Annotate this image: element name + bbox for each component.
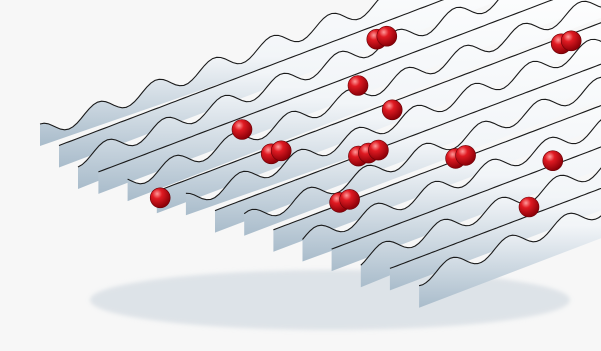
surface-ridge-fill bbox=[302, 119, 601, 262]
surface-ridge-line bbox=[214, 63, 601, 212]
atom-sphere bbox=[542, 150, 564, 171]
surface-ridge-fill bbox=[156, 22, 601, 214]
atom-sphere bbox=[518, 196, 540, 218]
surface-ridge-fill bbox=[127, 1, 601, 202]
surface-ridge-line bbox=[98, 0, 554, 173]
surface-ridge-line bbox=[418, 212, 601, 287]
surface-ridge-line bbox=[127, 0, 601, 185]
surface-ridge-fill bbox=[331, 146, 601, 272]
atom-sphere bbox=[149, 187, 171, 209]
atom-sphere bbox=[376, 25, 398, 47]
surface-ridge-line bbox=[360, 167, 601, 266]
surface-shadow bbox=[90, 270, 570, 330]
surface-ridge-fill bbox=[185, 39, 601, 216]
atom-sphere bbox=[368, 139, 389, 161]
surface-ridge-line bbox=[302, 119, 601, 240]
atom-sphere bbox=[455, 145, 476, 166]
atom-sphere bbox=[347, 75, 369, 96]
atom-sphere bbox=[231, 119, 253, 140]
surface-ridge-line bbox=[58, 0, 445, 147]
surface-ridge-fill bbox=[419, 213, 601, 308]
surface-ridge-line bbox=[243, 76, 601, 217]
surface-ridge-line bbox=[185, 38, 601, 201]
atom-sphere bbox=[560, 30, 582, 52]
atom-sphere bbox=[270, 140, 292, 162]
atom-sphere bbox=[339, 189, 360, 210]
atom-sphere bbox=[381, 99, 403, 121]
atoms-group bbox=[149, 25, 582, 218]
surface-ridge-line bbox=[389, 187, 601, 269]
surface-ridge-line bbox=[39, 0, 379, 131]
surface-ridge-line bbox=[77, 0, 499, 168]
surface-ridge-fill bbox=[273, 105, 601, 252]
